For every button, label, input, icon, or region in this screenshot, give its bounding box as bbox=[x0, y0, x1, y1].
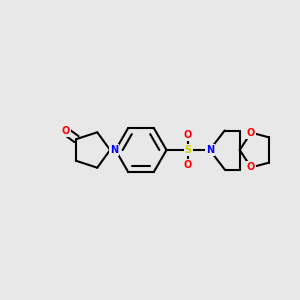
Text: O: O bbox=[247, 162, 255, 172]
Text: O: O bbox=[247, 128, 255, 138]
Text: O: O bbox=[247, 128, 255, 138]
Text: N: N bbox=[110, 145, 118, 155]
Text: O: O bbox=[184, 160, 192, 170]
Text: O: O bbox=[184, 160, 192, 170]
Text: N: N bbox=[110, 145, 118, 155]
Text: O: O bbox=[61, 126, 70, 136]
Text: S: S bbox=[184, 145, 192, 155]
Text: O: O bbox=[184, 130, 192, 140]
Text: N: N bbox=[206, 145, 214, 155]
Text: O: O bbox=[247, 162, 255, 172]
Text: N: N bbox=[206, 145, 214, 155]
Text: O: O bbox=[184, 130, 192, 140]
Text: S: S bbox=[184, 145, 192, 155]
Text: O: O bbox=[61, 126, 70, 136]
